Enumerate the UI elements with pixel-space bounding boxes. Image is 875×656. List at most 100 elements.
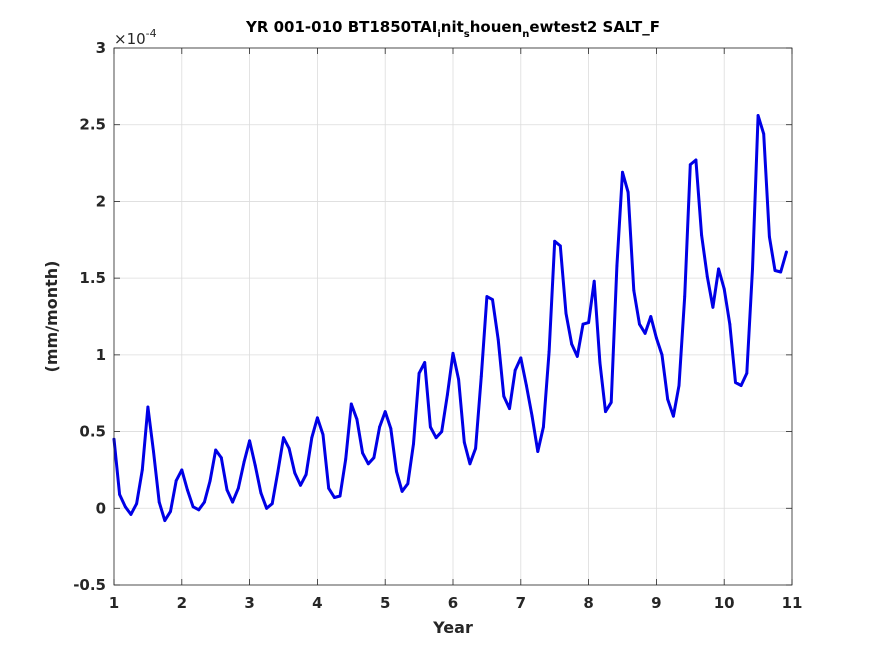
axis-ticks — [113, 47, 793, 586]
data-point — [270, 502, 274, 506]
x-tick-label: 11 — [782, 594, 803, 612]
y-tick-label: -0.5 — [73, 576, 106, 594]
data-point — [485, 295, 489, 298]
data-point — [163, 519, 167, 522]
data-point — [558, 244, 562, 248]
data-point — [440, 430, 444, 433]
x-tick-label: 2 — [177, 594, 187, 612]
data-point — [344, 457, 348, 461]
data-point — [146, 405, 150, 409]
data-point — [293, 471, 297, 475]
data-point — [462, 440, 466, 444]
data-point — [711, 305, 715, 309]
y-tick-label: 0.5 — [79, 423, 106, 441]
data-point — [553, 239, 557, 243]
data-point — [638, 322, 641, 326]
data-point — [338, 494, 342, 498]
data-point — [547, 350, 551, 354]
data-point — [621, 170, 624, 174]
data-point — [366, 462, 370, 466]
data-point — [779, 270, 783, 274]
data-point — [773, 269, 777, 272]
data-point — [383, 410, 387, 414]
data-point — [762, 132, 766, 136]
data-point — [677, 384, 681, 387]
data-point — [429, 425, 432, 429]
data-point — [304, 473, 308, 476]
data-point — [491, 298, 494, 302]
data-point — [123, 505, 127, 509]
data-point — [734, 381, 737, 384]
x-tick-label: 8 — [583, 594, 593, 612]
data-point — [253, 463, 257, 467]
data-point — [768, 235, 771, 239]
data-point — [784, 250, 788, 254]
title-part: houen — [470, 18, 523, 36]
data-point — [412, 442, 415, 446]
data-point — [756, 114, 760, 117]
data-point — [372, 456, 376, 460]
title-subscript: s — [464, 29, 470, 40]
data-point — [564, 312, 568, 315]
data-point — [219, 456, 223, 460]
data-point — [316, 416, 319, 420]
data-point — [671, 414, 675, 418]
y-exponent-label: ×10-4 — [114, 27, 157, 48]
data-point — [604, 410, 607, 414]
data-point — [310, 436, 314, 440]
data-point — [180, 468, 184, 472]
data-point — [457, 378, 461, 381]
data-point — [479, 374, 483, 378]
y-tick-labels: -0.5 0 0.5 1 1.5 2 2.5 3 — [73, 39, 106, 594]
series-line — [112, 114, 788, 523]
data-point — [722, 287, 726, 291]
data-point — [169, 509, 172, 513]
title-part: ewtest2 SALT_F — [529, 18, 660, 36]
data-point — [626, 190, 630, 194]
data-point — [378, 425, 381, 429]
y-axis-label: (mm/month) — [42, 261, 61, 373]
data-point — [197, 508, 201, 512]
x-axis-label: Year — [432, 618, 473, 637]
data-point — [135, 502, 138, 506]
y-exponent-base: ×10 — [114, 30, 146, 48]
data-point — [581, 322, 585, 326]
data-point — [739, 384, 743, 387]
data-point — [683, 295, 687, 298]
data-point — [129, 513, 133, 516]
data-point — [355, 417, 359, 421]
data-point — [525, 384, 528, 387]
title-subscript: n — [522, 29, 529, 40]
data-point — [174, 479, 178, 483]
data-point — [417, 371, 421, 375]
data-point — [660, 353, 664, 357]
data-point — [496, 338, 500, 341]
data-point — [502, 394, 506, 398]
data-point — [530, 414, 534, 418]
y-tick-label: 2 — [96, 192, 106, 210]
x-tick-label: 3 — [244, 594, 254, 612]
y-tick-label: 1 — [96, 346, 106, 364]
x-tick-label: 1 — [109, 594, 119, 612]
data-point — [655, 336, 658, 340]
y-tick-label: 3 — [96, 39, 106, 57]
data-point — [423, 361, 427, 364]
data-point — [236, 486, 240, 490]
data-point — [332, 496, 336, 499]
data-point — [208, 479, 212, 483]
data-point — [140, 468, 144, 472]
data-point — [541, 425, 545, 429]
data-point — [157, 500, 161, 504]
x-tick-label: 6 — [448, 594, 458, 612]
y-tick-label: 0 — [96, 499, 106, 517]
x-tick-labels: 1 2 3 4 5 6 7 8 9 10 11 — [109, 594, 803, 612]
data-point — [615, 264, 619, 268]
data-point — [214, 448, 218, 452]
x-tick-label: 4 — [312, 594, 322, 612]
x-tick-label: 9 — [651, 594, 661, 612]
data-point — [575, 354, 579, 358]
data-point — [282, 436, 285, 440]
data-point — [666, 397, 670, 401]
data-point — [598, 361, 602, 364]
